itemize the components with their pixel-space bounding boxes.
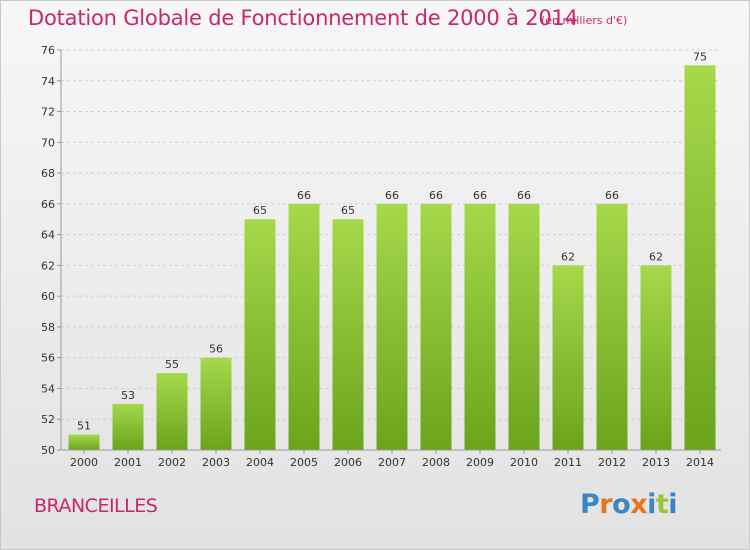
value-label-2014: 75 xyxy=(693,50,707,63)
logo-letter: P xyxy=(580,489,600,520)
value-label-2001: 53 xyxy=(121,389,135,402)
commune-name: BRANCEILLES xyxy=(34,495,158,517)
x-tick-label-2013: 2013 xyxy=(642,456,670,469)
y-tick-label: 62 xyxy=(41,259,55,272)
bar-2000 xyxy=(68,434,100,450)
value-label-2008: 66 xyxy=(429,189,443,202)
bar-2013 xyxy=(640,265,672,450)
x-tick-label-2008: 2008 xyxy=(422,456,450,469)
value-label-2000: 51 xyxy=(77,420,91,433)
x-tick-label-2003: 2003 xyxy=(202,456,230,469)
bar-2012 xyxy=(596,203,628,450)
logo-letter: t xyxy=(655,489,669,520)
y-tick-label: 50 xyxy=(41,444,55,457)
y-tick-label: 66 xyxy=(41,198,55,211)
bar-2006 xyxy=(332,219,364,450)
bar-2004 xyxy=(244,219,276,450)
y-tick-label: 76 xyxy=(41,44,55,57)
value-label-2002: 55 xyxy=(165,358,179,371)
bar-2003 xyxy=(200,357,232,450)
x-tick-label-2004: 2004 xyxy=(246,456,274,469)
x-tick-label-2005: 2005 xyxy=(290,456,318,469)
x-tick-label-2001: 2001 xyxy=(114,456,142,469)
x-tick-label-2002: 2002 xyxy=(158,456,186,469)
axes: 50 52 54 56 58 60 62 64 66 68 70 72 74 76 2000 2001 2002… xyxy=(41,44,721,469)
value-label-2012: 66 xyxy=(605,189,619,202)
bars xyxy=(68,65,716,450)
value-label-2005: 66 xyxy=(297,189,311,202)
value-label-2013: 62 xyxy=(649,250,663,263)
bar-2007 xyxy=(376,203,408,450)
chart-unit: (en milliers d'€) xyxy=(541,14,628,27)
x-tick-label-2010: 2010 xyxy=(510,456,538,469)
value-label-2007: 66 xyxy=(385,189,399,202)
value-label-2004: 65 xyxy=(253,204,267,217)
y-tick-label: 52 xyxy=(41,413,55,426)
y-tick-label: 58 xyxy=(41,321,55,334)
bar-2014 xyxy=(684,65,716,450)
proxiti-logo: Proxiti xyxy=(580,489,678,520)
x-tick-label-2014: 2014 xyxy=(686,456,714,469)
y-tick-label: 72 xyxy=(41,106,55,119)
value-label-2009: 66 xyxy=(473,189,487,202)
x-tick-label-2007: 2007 xyxy=(378,456,406,469)
bar-2010 xyxy=(508,203,540,450)
value-label-2010: 66 xyxy=(517,189,531,202)
y-tick-label: 70 xyxy=(41,136,55,149)
y-tick-label: 64 xyxy=(41,229,55,242)
value-labels: 51 53 55 56 65 66 65 66 66 66 66 62 66 62 75 xyxy=(77,50,707,432)
value-label-2003: 56 xyxy=(209,343,223,356)
chart-title: Dotation Globale de Fonctionnement de 20… xyxy=(28,6,578,30)
bar-2008 xyxy=(420,203,452,450)
y-tick-label: 74 xyxy=(41,75,55,88)
y-tick-label: 68 xyxy=(41,167,55,180)
x-tick-label-2000: 2000 xyxy=(70,456,98,469)
bar-2005 xyxy=(288,203,320,450)
logo-letter: x xyxy=(630,489,648,520)
logo-letter: i xyxy=(647,489,656,520)
bar-2011 xyxy=(552,265,584,450)
x-tick-label-2011: 2011 xyxy=(554,456,582,469)
bar-2009 xyxy=(464,203,496,450)
x-tick-label-2009: 2009 xyxy=(466,456,494,469)
value-label-2011: 62 xyxy=(561,250,575,263)
value-label-2006: 65 xyxy=(341,204,355,217)
y-tick-label: 60 xyxy=(41,290,55,303)
bar-2002 xyxy=(156,373,188,450)
logo-letter: o xyxy=(612,489,631,520)
y-tick-label: 56 xyxy=(41,352,55,365)
y-tick-label: 54 xyxy=(41,382,55,395)
logo-letter: i xyxy=(668,489,678,520)
x-tick-label-2006: 2006 xyxy=(334,456,362,469)
logo-letter: r xyxy=(599,489,613,520)
bar-2001 xyxy=(112,403,144,450)
x-tick-label-2012: 2012 xyxy=(598,456,626,469)
